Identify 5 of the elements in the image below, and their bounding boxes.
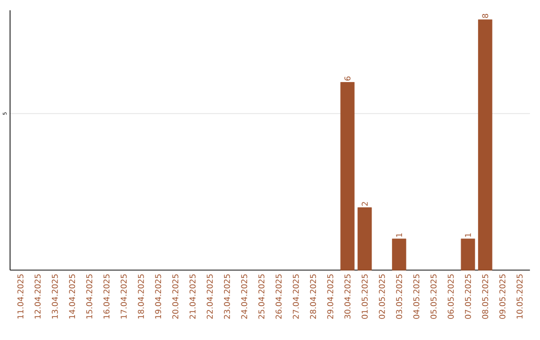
bar — [340, 82, 355, 270]
bar — [478, 19, 492, 270]
bar — [460, 238, 476, 270]
bar — [392, 238, 406, 270]
bar — [358, 207, 372, 270]
